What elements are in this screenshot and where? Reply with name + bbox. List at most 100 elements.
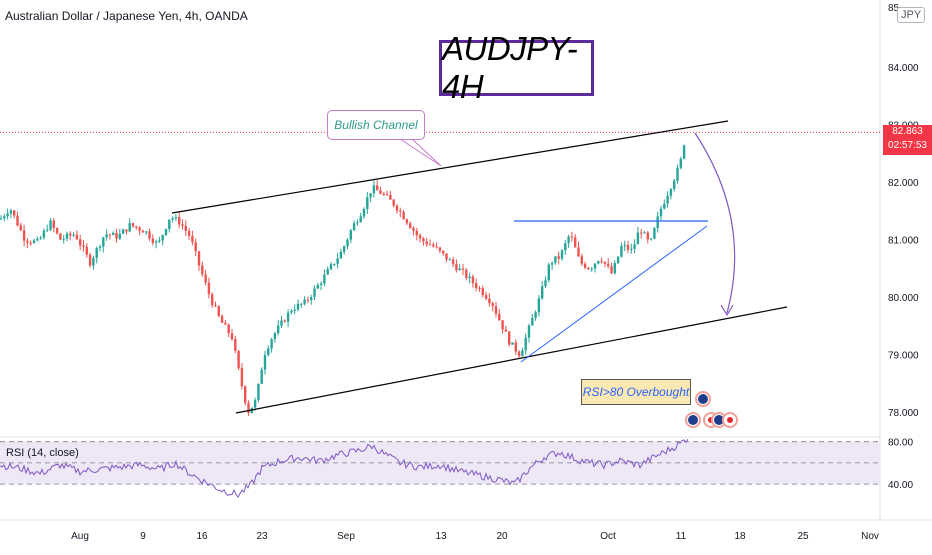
- candle-body: [633, 244, 636, 249]
- candle-body: [240, 368, 244, 387]
- candle-body: [85, 246, 88, 255]
- candle-body: [339, 251, 343, 259]
- candle-body: [478, 287, 481, 289]
- time-tick-label: Oct: [600, 531, 616, 542]
- channel-callout-pointer: [399, 138, 442, 167]
- candle-body: [283, 320, 286, 322]
- candle-body: [280, 320, 283, 326]
- candle-body: [626, 244, 630, 250]
- candle-body: [310, 297, 313, 301]
- candle-body: [494, 306, 498, 314]
- candle-body: [669, 189, 673, 196]
- projection-arc: [694, 132, 736, 314]
- candle-body: [115, 232, 118, 239]
- candle-body: [230, 333, 234, 340]
- candle-body: [593, 263, 597, 269]
- candle-body: [42, 230, 46, 238]
- candle-body: [544, 280, 547, 287]
- candle-body: [382, 193, 385, 195]
- candle-body: [108, 234, 112, 236]
- candle-body: [600, 260, 603, 262]
- candle-body: [527, 325, 531, 338]
- candle-body: [448, 259, 451, 261]
- candle-body: [168, 219, 171, 229]
- candle-body: [646, 232, 649, 240]
- candle-body: [636, 232, 640, 245]
- candle-body: [461, 268, 465, 270]
- candle-body: [607, 263, 610, 267]
- candle-body: [550, 263, 554, 265]
- candle-body: [326, 269, 329, 275]
- candle-body: [151, 238, 154, 243]
- candle-body: [366, 197, 369, 209]
- au-flag-icon: [685, 412, 701, 428]
- candle-body: [217, 306, 220, 317]
- candle-body: [392, 199, 395, 206]
- candle-body: [570, 236, 574, 238]
- candle-body: [59, 233, 62, 240]
- au-flag-icon: [695, 391, 711, 407]
- candle-body: [306, 299, 310, 301]
- candle-body: [643, 232, 646, 234]
- candle-body: [587, 267, 590, 270]
- candle-body: [293, 309, 296, 311]
- candle-body: [26, 240, 29, 243]
- candle-body: [154, 241, 158, 243]
- candle-body: [128, 223, 131, 232]
- candle-body: [610, 266, 613, 274]
- candle-body: [3, 216, 6, 219]
- candle-body: [75, 234, 79, 240]
- candle-body: [679, 158, 682, 168]
- time-tick-label: Aug: [71, 531, 89, 542]
- currency-badge[interactable]: JPY: [897, 7, 926, 23]
- candle-body: [356, 222, 359, 224]
- candle-body: [504, 329, 508, 332]
- candle-body: [501, 320, 504, 330]
- candle-body: [131, 223, 135, 227]
- candle-body: [62, 238, 65, 240]
- last-price-value: 82.863: [892, 126, 923, 137]
- candle-body: [253, 400, 257, 408]
- candle-body: [491, 303, 494, 307]
- candle-body: [82, 245, 85, 247]
- candle-body: [653, 228, 656, 239]
- channel-annotation: Bullish Channel: [327, 110, 425, 140]
- candle-body: [656, 216, 659, 229]
- candle-body: [39, 237, 42, 239]
- channel-lower-line: [235, 306, 788, 414]
- price-tick-label: 78.000: [888, 408, 919, 419]
- time-tick-label: Sep: [337, 531, 355, 542]
- candle-body: [524, 337, 527, 351]
- candle-body: [376, 185, 379, 191]
- candle-body: [141, 230, 145, 233]
- candle-body: [32, 240, 36, 243]
- candle-body: [36, 238, 39, 241]
- candle-body: [69, 233, 72, 236]
- candle-body: [649, 238, 653, 240]
- candle-body: [46, 229, 49, 231]
- candle-body: [234, 339, 237, 352]
- time-tick-label: 16: [196, 531, 208, 542]
- candle-body: [399, 210, 402, 212]
- rsi-panel-label: RSI (14, close): [6, 447, 79, 459]
- candle-body: [438, 247, 442, 251]
- candle-body: [673, 180, 676, 190]
- time-tick-label: 9: [140, 531, 146, 542]
- candle-body: [263, 354, 267, 370]
- time-tick-label: 25: [797, 531, 809, 542]
- candle-body: [316, 285, 319, 289]
- rsi-overbought-annotation: RSI>80 Overbought: [581, 379, 691, 405]
- candle-body: [227, 324, 230, 334]
- bar-countdown: 02:57:53: [888, 140, 927, 151]
- candle-body: [201, 265, 204, 275]
- candle-body: [105, 234, 108, 238]
- candle-body: [112, 232, 115, 236]
- candle-body: [303, 299, 306, 304]
- candle-body: [161, 234, 164, 241]
- price-tick-label: 79.000: [888, 351, 919, 362]
- candle-body: [451, 259, 455, 264]
- candle-body: [98, 246, 102, 249]
- candle-body: [187, 230, 191, 236]
